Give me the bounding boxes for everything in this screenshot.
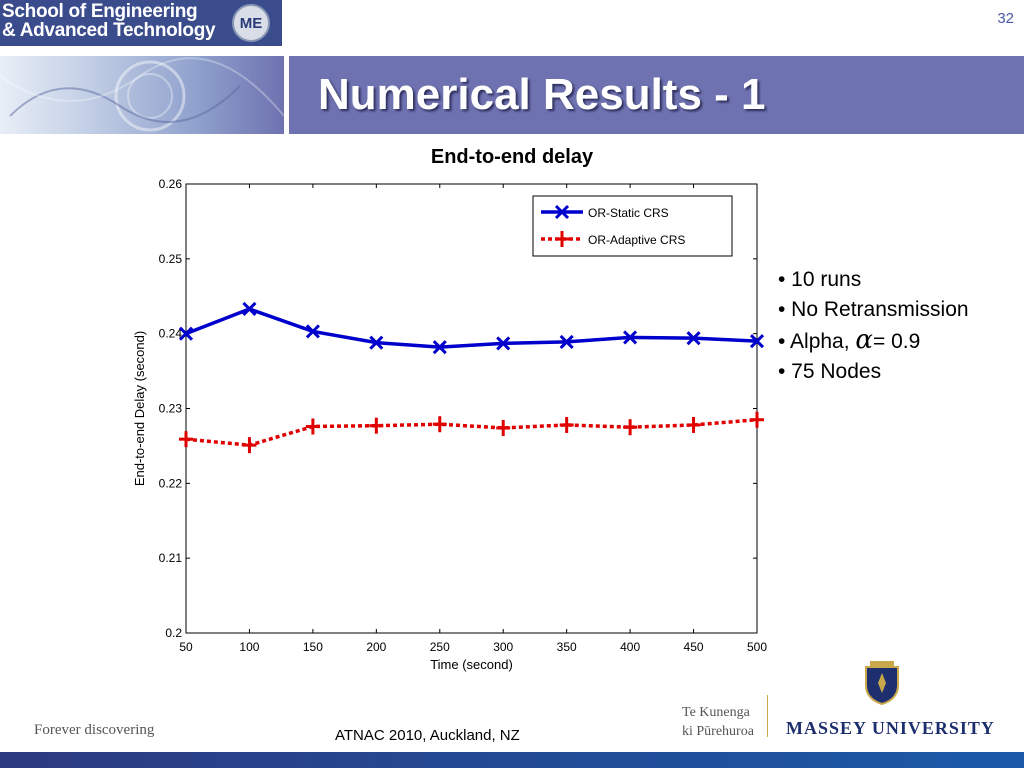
me-logo-icon: ME: [232, 4, 270, 42]
series-0-point: [623, 330, 638, 345]
slide-title: Numerical Results - 1: [318, 70, 766, 119]
series-0-point: [496, 336, 511, 351]
x-tick-label: 400: [620, 640, 640, 654]
alpha-value: = 0.9: [872, 330, 921, 353]
chart-title: End-to-end delay: [430, 146, 594, 168]
y-tick-label: 0.24: [159, 327, 183, 341]
series-0-point: [749, 334, 765, 349]
footer-tagline: Forever discovering: [34, 722, 155, 738]
page-number: 32: [997, 10, 1014, 27]
legend-entry-0: OR-Static CRS: [588, 206, 669, 220]
footer-separator: [767, 695, 768, 737]
series-0-point: [305, 324, 320, 339]
series-0-point: [242, 301, 257, 317]
y-axis-label: End-to-end Delay (second): [132, 331, 147, 486]
band-separator: [284, 56, 289, 134]
x-tick-label: 200: [366, 640, 386, 654]
bullet-runs: • 10 runs: [778, 268, 862, 291]
legend-entry-1: OR-Adaptive CRS: [588, 233, 685, 247]
series-line-0: [185, 307, 758, 349]
x-axis-label: Time (second): [430, 657, 513, 672]
footer-bar: [0, 752, 1024, 768]
x-tick-label: 350: [557, 640, 577, 654]
x-tick-label: 50: [179, 640, 193, 654]
series-0-point: [559, 334, 574, 349]
bullet-retransmission: • No Retransmission: [778, 298, 969, 321]
y-tick-label: 0.21: [159, 551, 183, 565]
series-line-1: [185, 417, 758, 447]
line-chart: 50 100 150 200 250 300 350 400 450 500 0.2 0.21 0.22…: [132, 177, 767, 672]
series-0-point: [432, 340, 447, 355]
x-tick-label: 150: [303, 640, 323, 654]
header-decorative-image: [0, 56, 284, 134]
bullet-list: • 10 runs • No Retransmission • Alpha, α…: [778, 265, 969, 387]
series-0-point: [178, 326, 194, 341]
series-0-point: [369, 335, 384, 350]
x-tick-label: 100: [239, 640, 259, 654]
bullet-alpha: • Alpha, α= 0.9: [778, 325, 969, 357]
school-name: School of Engineering & Advanced Technol…: [2, 1, 216, 41]
series-0-point: [686, 331, 701, 346]
x-tick-label: 450: [684, 640, 704, 654]
school-logo-banner: School of Engineering & Advanced Technol…: [0, 0, 282, 46]
y-tick-label: 0.2: [165, 626, 182, 640]
x-tick-label: 250: [430, 640, 450, 654]
bullet-nodes: • 75 Nodes: [778, 360, 882, 383]
x-tick-label: 300: [493, 640, 513, 654]
y-tick-label: 0.25: [159, 252, 183, 266]
header-pattern-icon: [0, 57, 284, 132]
legend-marker-0: [554, 204, 570, 220]
te-kunenga-text: Te Kunenga ki Pūrehuroa: [682, 705, 754, 739]
university-name: MASSEY UNIVERSITY: [786, 718, 995, 738]
university-crest-icon: [865, 661, 899, 705]
plot-area: [185, 183, 758, 634]
alpha-prefix: • Alpha,: [778, 330, 856, 353]
y-tick-label: 0.23: [159, 402, 183, 416]
y-tick-label: 0.22: [159, 476, 183, 490]
footer-conference: ATNAC 2010, Auckland, NZ: [335, 727, 520, 744]
x-tick-label: 500: [747, 640, 767, 654]
y-tick-label: 0.26: [159, 177, 183, 191]
alpha-symbol: α: [855, 325, 873, 355]
